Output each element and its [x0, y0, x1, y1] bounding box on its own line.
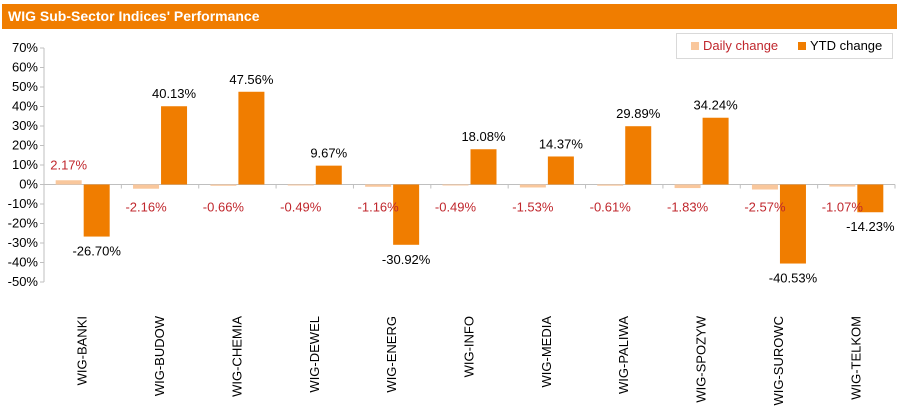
data-label-daily: -1.53%: [512, 200, 554, 215]
data-label-ytd: 40.13%: [152, 86, 197, 101]
x-category-label: WIG-SPOZYW: [694, 315, 709, 402]
bar-ytd-change: [393, 184, 420, 245]
data-label-ytd: 9.67%: [310, 146, 347, 161]
bar-ytd-change: [161, 106, 188, 185]
legend-item-ytd: YTD change: [798, 38, 882, 53]
chart-title-bar: WIG Sub-Sector Indices' Performance: [2, 4, 897, 29]
y-tick-label: 10%: [12, 157, 38, 172]
y-tick-label: 0%: [19, 177, 38, 192]
data-label-daily: -1.83%: [667, 200, 709, 215]
bar-daily-change: [133, 184, 160, 189]
data-label-daily: 2.17%: [50, 157, 87, 172]
bar-daily-change: [519, 184, 546, 188]
data-label-daily: -0.61%: [590, 200, 632, 215]
data-label-daily: -2.16%: [125, 200, 167, 215]
x-category-label: WIG-BANKI: [75, 316, 90, 385]
x-category-label: WIG-DEWEL: [307, 316, 322, 393]
bar-daily-change: [829, 184, 856, 187]
x-category-label: WIG-PALIWA: [616, 316, 631, 394]
x-category-label: WIG-TELKOM: [848, 316, 863, 400]
data-label-ytd: 18.08%: [461, 129, 506, 144]
x-category-label: WIG-CHEMIA: [229, 316, 244, 397]
bar-ytd-change: [83, 184, 110, 237]
bar-ytd-change: [470, 149, 497, 185]
y-tick-label: -10%: [8, 196, 39, 211]
bar-daily-change: [597, 184, 624, 186]
data-label-daily: -0.49%: [280, 200, 322, 215]
data-label-daily: -0.66%: [203, 200, 245, 215]
y-tick-label: -20%: [8, 216, 39, 231]
data-label-ytd: -26.70%: [72, 244, 121, 259]
bar-ytd-change: [547, 156, 574, 185]
y-tick-label: -40%: [8, 255, 39, 270]
x-category-label: WIG-SUROWC: [771, 316, 786, 406]
bar-ytd-change: [238, 91, 265, 185]
x-category-label: WIG-ENERG: [384, 316, 399, 393]
data-label-ytd: -30.92%: [382, 252, 431, 267]
bar-ytd-change: [315, 165, 342, 185]
y-tick-label: 70%: [12, 40, 38, 55]
y-tick-label: -50%: [8, 274, 39, 289]
data-label-ytd: 14.37%: [539, 136, 584, 151]
chart-legend: Daily change YTD change: [676, 33, 893, 59]
legend-label-daily: Daily change: [703, 38, 779, 53]
data-label-ytd: 34.24%: [694, 98, 739, 113]
bar-ytd-change: [625, 126, 652, 185]
x-category-label: WIG-BUDOW: [152, 315, 167, 396]
legend-item-daily: Daily change: [691, 38, 778, 53]
chart-title: WIG Sub-Sector Indices' Performance: [8, 8, 260, 24]
data-label-daily: -0.49%: [435, 200, 477, 215]
y-tick-label: 20%: [12, 138, 38, 153]
bar-ytd-change: [702, 117, 729, 185]
bar-ytd-change: [857, 184, 884, 213]
legend-swatch-ytd: [798, 41, 806, 50]
data-label-daily: -2.57%: [744, 200, 786, 215]
data-label-daily: -1.16%: [358, 200, 400, 215]
legend-label-ytd: YTD change: [810, 38, 883, 53]
data-label-daily: -1.07%: [822, 200, 864, 215]
legend-swatch-daily: [691, 41, 699, 50]
y-tick-label: 30%: [12, 118, 38, 133]
data-label-ytd: -14.23%: [846, 219, 895, 234]
bar-ytd-change: [779, 184, 806, 264]
y-tick-label: 50%: [12, 79, 38, 94]
bar-daily-change: [287, 184, 314, 186]
x-category-label: WIG-MEDIA: [539, 316, 554, 388]
bar-daily-change: [674, 184, 701, 189]
bar-daily-change: [442, 184, 469, 186]
x-category-label: WIG-INFO: [462, 316, 477, 377]
bar-daily-change: [55, 180, 82, 185]
y-tick-label: -30%: [8, 235, 39, 250]
bar-daily-change: [210, 184, 237, 186]
y-tick-label: 60%: [12, 60, 38, 75]
data-label-ytd: 47.56%: [229, 72, 274, 87]
data-label-ytd: 29.89%: [616, 106, 661, 121]
bar-daily-change: [751, 184, 778, 190]
bar-daily-change: [365, 184, 392, 187]
y-tick-label: 40%: [12, 99, 38, 114]
data-label-ytd: -40.53%: [769, 271, 818, 286]
